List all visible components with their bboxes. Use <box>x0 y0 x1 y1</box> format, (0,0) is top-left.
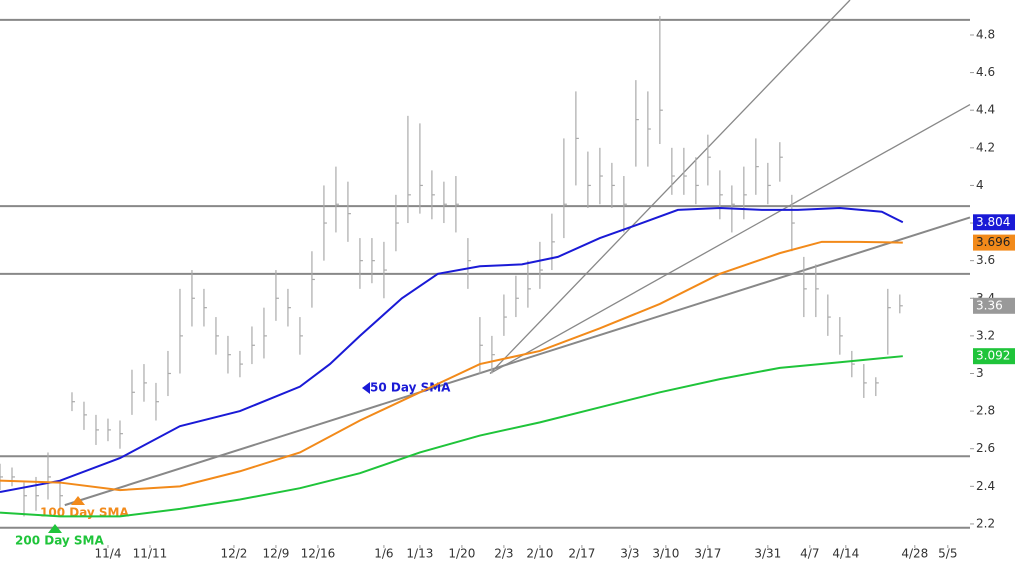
last-value-label: 3.696 <box>976 235 1010 249</box>
sma-line <box>0 240 903 492</box>
x-tick-label: 11/11 <box>133 547 168 561</box>
x-tick-label: 1/13 <box>406 547 433 561</box>
sma-marker <box>362 382 370 394</box>
y-tick-label: 2.6 <box>976 441 995 455</box>
last-value-box <box>973 234 1015 251</box>
y-tick-label: 4.6 <box>976 65 995 79</box>
y-tick-label: 3 <box>976 366 984 380</box>
last-value-label: 3.092 <box>976 349 1010 363</box>
x-tick-label: 2/17 <box>568 547 595 561</box>
x-tick-label: 11/4 <box>95 547 122 561</box>
x-tick-label: 3/10 <box>652 547 679 561</box>
x-tick-label: 3/3 <box>620 547 639 561</box>
last-value-box <box>973 214 1015 231</box>
y-tick-label: 4 <box>976 178 984 192</box>
x-tick-label: 1/6 <box>374 547 393 561</box>
x-tick-label: 12/9 <box>262 547 289 561</box>
y-tick-label: 4.4 <box>976 103 995 117</box>
sma-line <box>0 355 903 518</box>
trend-line <box>64 216 971 507</box>
plot-background <box>0 0 970 545</box>
y-tick-label: 4.2 <box>976 140 995 154</box>
x-tick-label: 4/28 <box>901 547 928 561</box>
sma-label: 200 Day SMA <box>15 534 105 548</box>
sma-marker <box>71 496 85 505</box>
trend-line <box>489 103 971 375</box>
y-tick-label: 2.8 <box>976 404 995 418</box>
x-tick-label: 12/16 <box>301 547 336 561</box>
last-value-box <box>973 348 1015 365</box>
x-tick-label: 3/31 <box>754 547 781 561</box>
x-tick-label: 12/2 <box>220 547 247 561</box>
y-tick-label: 2.4 <box>976 479 995 493</box>
y-tick-label: 2.2 <box>976 516 995 530</box>
y-tick-label: 3.6 <box>976 253 995 267</box>
x-tick-label: 3/17 <box>694 547 721 561</box>
last-close-box <box>973 297 1015 314</box>
x-tick-label: 5/5 <box>938 547 957 561</box>
sma-label: 50 Day SMA <box>370 381 451 395</box>
x-tick-label: 4/7 <box>800 547 819 561</box>
sma-marker <box>48 524 62 533</box>
x-tick-label: 2/10 <box>526 547 553 561</box>
last-close-label: 3.36 <box>976 298 1003 312</box>
trend-line <box>489 0 851 374</box>
last-value-label: 3.804 <box>976 215 1010 229</box>
x-tick-label: 4/14 <box>832 547 859 561</box>
x-tick-label: 2/3 <box>494 547 513 561</box>
y-tick-label: 3.2 <box>976 328 995 342</box>
y-tick-label: 4.8 <box>976 27 995 41</box>
sma-line <box>0 206 904 493</box>
x-tick-label: 1/20 <box>448 547 475 561</box>
